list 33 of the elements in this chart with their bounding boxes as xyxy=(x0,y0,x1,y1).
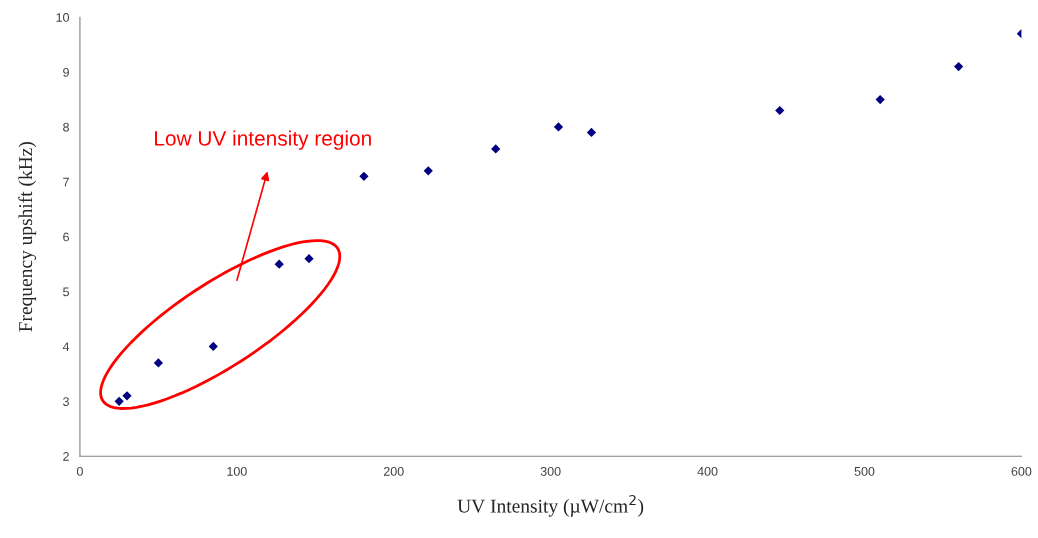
x-tick-label: 400 xyxy=(697,466,718,476)
y-tick-label: 10 xyxy=(56,13,70,22)
y-tick-label: 8 xyxy=(63,122,69,132)
y-tick-label: 7 xyxy=(63,177,69,187)
point xyxy=(114,396,124,406)
x-axis-title: UV Intensity (µW/cm$^{2}$) xyxy=(457,494,644,517)
x-tick-label: 100 xyxy=(227,466,247,476)
point xyxy=(775,105,785,116)
y-tick-label: 3 xyxy=(63,397,69,406)
point xyxy=(122,391,132,401)
y-tick-label: 2 xyxy=(63,452,69,461)
point xyxy=(491,144,501,154)
x-tick-label: 300 xyxy=(540,466,561,476)
point xyxy=(304,254,314,264)
point xyxy=(359,171,369,181)
y-tick-label: 4 xyxy=(62,342,70,351)
point xyxy=(208,341,218,352)
point xyxy=(553,122,564,132)
x-tick-label: 200 xyxy=(383,466,404,476)
point xyxy=(274,259,284,269)
x-tick-label: 500 xyxy=(854,466,875,476)
point xyxy=(586,127,597,138)
y-tick-label: 9 xyxy=(63,67,69,77)
point xyxy=(875,94,885,105)
y-tick-label: 5 xyxy=(63,287,69,297)
x-tick-label: 600 xyxy=(1011,466,1032,476)
y-tick-label: 6 xyxy=(63,232,69,242)
point xyxy=(153,358,163,368)
annotation: Low UV intensity region xyxy=(155,130,371,150)
y-axis-title: Frequency upshift (kHz) xyxy=(18,142,37,332)
x-tick-label: 0 xyxy=(76,466,83,476)
point xyxy=(423,166,433,176)
point xyxy=(954,62,964,72)
